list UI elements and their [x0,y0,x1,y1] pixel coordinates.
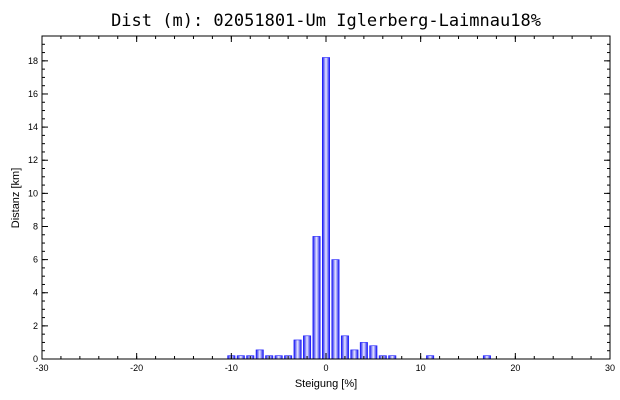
x-tick-label: 30 [605,363,615,373]
bars-group [227,57,491,360]
x-tick-label: 0 [323,363,328,373]
bar-5 [369,345,378,360]
x-tick-label: -30 [35,363,48,373]
y-tick-label: 8 [33,221,38,231]
y-tick-label: 2 [33,321,38,331]
axes-group: -30 -20 -10 0 10 20 30 0 2 4 6 8 10 12 14 16 18 [28,35,615,373]
y-tick-label: 4 [33,288,38,298]
y-tick-label: 16 [28,89,38,99]
y-axis-label: Distanz [km] [10,168,22,229]
x-tick-label: 20 [510,363,520,373]
bar-0 [322,57,330,360]
y-tick-label: 10 [28,188,38,198]
chart-title: Dist (m): 02051801-Um Iglerberg-Laimnau1… [111,11,541,31]
bar--1 [312,236,321,360]
y-tick-label: 6 [33,255,38,265]
x-tick-label: -20 [130,363,143,373]
y-tick-label: 12 [28,155,38,165]
x-tick-label: 10 [416,363,426,373]
x-tick-label: -10 [225,363,238,373]
bar-3 [350,349,359,360]
bar-2 [340,335,349,360]
plot-frame [41,35,611,360]
bar--2 [303,335,312,360]
bar--7 [255,349,264,360]
y-tick-label: 14 [28,122,38,132]
bar--3 [293,339,302,360]
y-tick-label: 18 [28,56,38,66]
bar-1 [331,259,340,360]
y-tick-label: 0 [33,354,38,364]
x-axis-label: Steigung [%] [295,378,357,390]
